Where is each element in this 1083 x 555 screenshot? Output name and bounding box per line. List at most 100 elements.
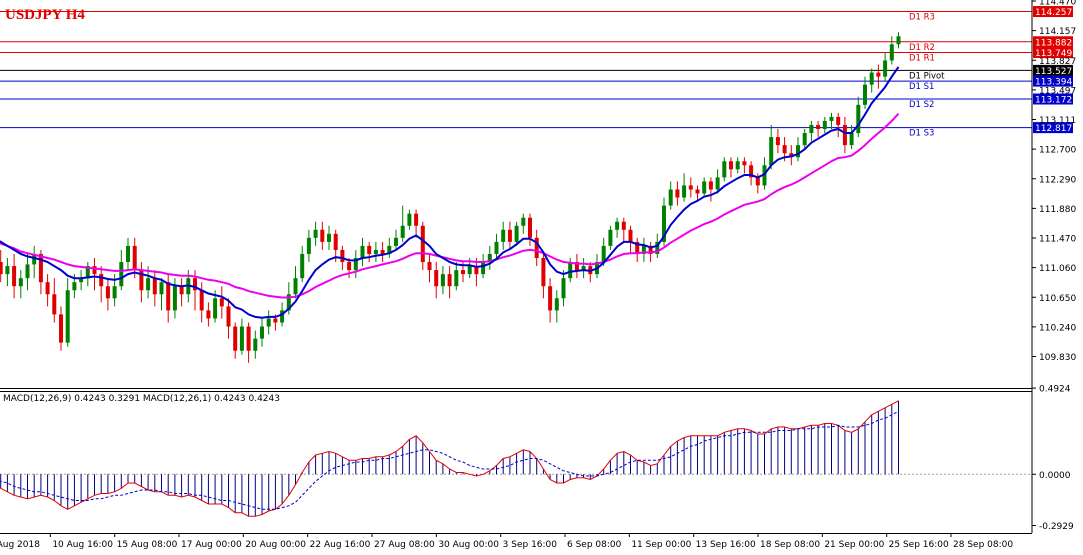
pivot-levels: D1 R3 114.257 D1 R2 113.882 D1 R1 113.749 D1 P… (0, 6, 1073, 139)
x-tick-label: 13 Sep 16:00 (696, 540, 756, 550)
x-tick-label: 18 Sep 08:00 (760, 540, 820, 550)
candle-body (99, 274, 104, 287)
x-tick-label: 27 Aug 08:00 (374, 540, 435, 550)
price-badge-label: 113.749 (1035, 49, 1072, 59)
candle-body (467, 266, 472, 275)
candle-body (206, 310, 211, 319)
candle-body (239, 326, 244, 351)
candle-body (286, 294, 291, 311)
candle-body (313, 229, 318, 238)
level-label: D1 R3 (909, 13, 935, 23)
candle-body (869, 72, 874, 85)
price-badge-label: 114.257 (1035, 8, 1072, 18)
x-tick-label: 28 Sep 08:00 (953, 540, 1013, 550)
candle-body (266, 318, 271, 327)
y-tick-label: 111.060 (1039, 264, 1076, 274)
candle-body (775, 137, 780, 146)
candle-body (548, 286, 553, 311)
candle-body (742, 161, 747, 166)
candle-body (688, 185, 693, 190)
candle-body (199, 290, 204, 311)
y-tick-label: 113.111 (1039, 116, 1076, 126)
candle-body (333, 233, 338, 250)
candle-body (253, 338, 258, 351)
candle-body (581, 266, 586, 271)
chart-title: USDJPY H4 (5, 7, 85, 23)
candle-body (132, 245, 137, 271)
candle-body (119, 262, 124, 287)
candle-body (45, 282, 50, 295)
macd-panel (0, 400, 1032, 517)
macd-signal-line (0, 410, 899, 510)
candle-body (481, 262, 486, 275)
candle-body (85, 266, 90, 279)
candle-body (340, 249, 345, 263)
candle-body (876, 72, 881, 77)
y-tick-label: 113.497 (1039, 86, 1076, 96)
candle-body (863, 84, 867, 105)
y-tick-label: 114.157 (1039, 27, 1076, 37)
price-badge (1033, 75, 1073, 87)
level-label: D1 Pivot (909, 71, 945, 81)
candle-body (628, 229, 633, 242)
level-label: D1 S3 (909, 129, 934, 139)
y-tick-label: 110.650 (1039, 294, 1076, 304)
level-label: D1 S1 (909, 82, 934, 92)
candle-body (59, 314, 63, 343)
candle-body (849, 133, 854, 146)
candle-body (306, 237, 311, 254)
candle-body (702, 181, 707, 194)
candle-body (541, 258, 546, 287)
candle-body (454, 270, 459, 287)
candle-body (789, 153, 794, 158)
candle-body (796, 145, 800, 158)
candle-body (568, 262, 573, 279)
candle-body (233, 326, 238, 351)
candle-body (769, 137, 774, 166)
candle-body (782, 145, 787, 154)
y-tick-label: 110.240 (1039, 323, 1076, 333)
candle-body (280, 310, 285, 323)
candle-body (213, 298, 218, 319)
candle-body (675, 189, 680, 198)
candle-body (816, 124, 821, 129)
candle-body (105, 286, 110, 299)
x-tick-label: 22 Aug 16:00 (310, 540, 371, 550)
candle-body (219, 298, 224, 307)
candle-body (715, 177, 720, 190)
candle-body (762, 165, 767, 186)
level-label: D1 R1 (909, 53, 935, 63)
indicator-label: MACD(12,26,9) 0.4243 0.3291 MACD(12,26,1… (3, 394, 280, 404)
price-badge (1033, 46, 1073, 58)
macd-tick-label: 0.4924 (1039, 385, 1071, 395)
y-tick-label: 112.290 (1039, 175, 1076, 185)
candle-body (360, 245, 365, 258)
candle-body (394, 237, 398, 246)
y-tick-label: 109.830 (1039, 353, 1076, 363)
price-badge-label: 113.394 (1035, 78, 1072, 88)
candle-body (641, 245, 646, 254)
candle-body (608, 229, 613, 246)
candle-body (5, 266, 10, 275)
price-badge (1033, 93, 1073, 105)
candle-body (414, 213, 419, 226)
candle-body (25, 264, 30, 279)
candle-body (320, 229, 325, 242)
candle-body (668, 189, 673, 206)
candle-body (18, 278, 23, 287)
candle-body (38, 253, 43, 283)
x-tick-label: 20 Aug 00:00 (245, 540, 306, 550)
candle-body (722, 161, 727, 178)
x-tick-label: 21 Sep 00:00 (824, 540, 884, 550)
candle-body (72, 282, 77, 291)
candle-body (387, 245, 392, 254)
candle-body (695, 189, 700, 194)
candle-body (735, 161, 740, 170)
candle-body (159, 282, 164, 295)
candle-body (856, 104, 861, 134)
candle-body (682, 185, 687, 198)
candles (0, 32, 901, 363)
candle-body (648, 245, 653, 254)
